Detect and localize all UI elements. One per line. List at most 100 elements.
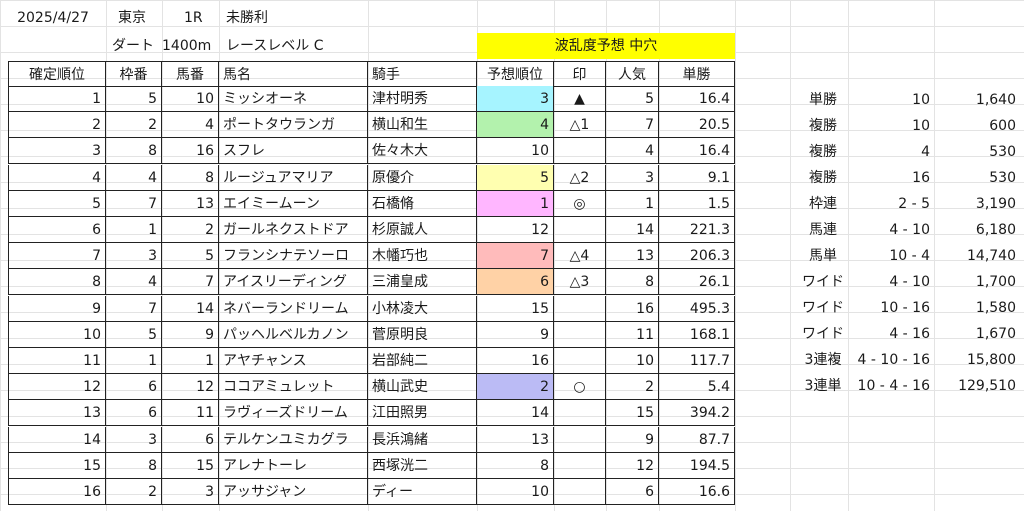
horse-name-cell: アイスリーディング xyxy=(219,269,368,296)
rank-cell: 10 xyxy=(8,321,106,348)
payout-type: 馬連 xyxy=(809,222,837,238)
column-header-umaban: 馬番 xyxy=(162,61,219,87)
payout-type: 複勝 xyxy=(809,144,837,160)
waku-cell: 7 xyxy=(106,295,162,322)
popularity-cell: 14 xyxy=(606,217,659,243)
jockey-cell: ディー xyxy=(368,479,477,505)
predicted-rank-cell: 13 xyxy=(477,426,554,453)
popularity-cell: 9 xyxy=(606,426,659,453)
payout-combination: 4 - 16 xyxy=(889,326,930,342)
race-date: 2025/4/27 xyxy=(17,10,89,26)
mark-cell xyxy=(554,400,606,427)
predicted-rank-cell: 10 xyxy=(477,138,554,165)
waku-cell: 5 xyxy=(106,321,162,348)
odds-cell: 117.7 xyxy=(659,348,735,374)
payout-amount: 530 xyxy=(989,170,1016,186)
umaban-cell: 16 xyxy=(162,138,219,165)
rank-cell: 2 xyxy=(8,112,106,139)
payout-type: ワイド xyxy=(802,274,844,290)
waku-cell: 4 xyxy=(106,269,162,296)
predicted-rank-cell: 5 xyxy=(477,164,554,191)
jockey-cell: 横山武史 xyxy=(368,374,477,401)
predicted-rank-cell: 4 xyxy=(477,112,554,139)
payout-amount: 1,580 xyxy=(975,300,1016,316)
rank-cell: 13 xyxy=(8,400,106,427)
popularity-cell: 10 xyxy=(606,348,659,374)
rank-cell: 7 xyxy=(8,243,106,270)
umaban-cell: 14 xyxy=(162,295,219,322)
race-venue: 東京 xyxy=(118,10,146,26)
mark-cell: △1 xyxy=(554,112,606,139)
waku-cell: 8 xyxy=(106,452,162,479)
payout-combination: 16 xyxy=(912,170,930,186)
payout-combination: 10 - 4 xyxy=(889,248,930,264)
predicted-rank-cell: 12 xyxy=(477,217,554,243)
predicted-rank-cell: 16 xyxy=(477,348,554,374)
chaos-forecast-label: 波乱度予想 中穴 xyxy=(477,33,735,59)
umaban-cell: 12 xyxy=(162,374,219,401)
horse-name-cell: フランシナテソーロ xyxy=(219,243,368,270)
jockey-cell: 佐々木大 xyxy=(368,138,477,165)
predicted-rank-cell: 15 xyxy=(477,295,554,322)
grid-column-line xyxy=(554,0,555,511)
rank-cell: 8 xyxy=(8,269,106,296)
column-header-odds: 単勝 xyxy=(659,61,735,87)
horse-name-cell: ネバーランドリーム xyxy=(219,295,368,322)
umaban-cell: 5 xyxy=(162,243,219,270)
payout-combination: 4 - 10 xyxy=(889,222,930,238)
grid-column-line xyxy=(790,0,791,511)
payout-amount: 530 xyxy=(989,144,1016,160)
mark-cell xyxy=(554,295,606,322)
waku-cell: 2 xyxy=(106,479,162,505)
payout-amount: 3,190 xyxy=(975,196,1016,212)
rank-cell: 4 xyxy=(8,164,106,191)
jockey-cell: 小林凌大 xyxy=(368,295,477,322)
odds-cell: 194.5 xyxy=(659,452,735,479)
umaban-cell: 3 xyxy=(162,479,219,505)
race-surface: ダート xyxy=(112,38,154,54)
payout-type: 3連複 xyxy=(804,352,842,368)
predicted-rank-cell: 8 xyxy=(477,452,554,479)
rank-cell: 15 xyxy=(8,452,106,479)
grid-column-line xyxy=(735,0,736,511)
waku-cell: 6 xyxy=(106,400,162,427)
payout-type: 複勝 xyxy=(809,118,837,134)
payout-type: 単勝 xyxy=(809,92,837,108)
horse-name-cell: ポートタウランガ xyxy=(219,112,368,139)
umaban-cell: 4 xyxy=(162,112,219,139)
horse-name-cell: スフレ xyxy=(219,138,368,165)
rank-cell: 3 xyxy=(8,138,106,165)
horse-name-cell: テルケンユミカグラ xyxy=(219,426,368,453)
jockey-cell: 岩部純二 xyxy=(368,348,477,374)
popularity-cell: 15 xyxy=(606,400,659,427)
horse-name-cell: アッサジャン xyxy=(219,479,368,505)
payout-amount: 14,740 xyxy=(967,248,1016,264)
umaban-cell: 10 xyxy=(162,86,219,112)
popularity-cell: 3 xyxy=(606,164,659,191)
predicted-rank-cell: 6 xyxy=(477,269,554,296)
jockey-cell: 木幡巧也 xyxy=(368,243,477,270)
race-number: 1R xyxy=(184,10,203,26)
jockey-cell: 菅原明良 xyxy=(368,321,477,348)
payout-amount: 1,700 xyxy=(975,274,1016,290)
rank-cell: 1 xyxy=(8,86,106,112)
grid-column-line xyxy=(659,0,660,511)
grid-column-line xyxy=(606,0,607,511)
umaban-cell: 7 xyxy=(162,269,219,296)
umaban-cell: 2 xyxy=(162,217,219,243)
grid-column-line xyxy=(368,0,369,511)
payout-combination: 4 xyxy=(921,144,930,160)
popularity-cell: 8 xyxy=(606,269,659,296)
rank-cell: 11 xyxy=(8,348,106,374)
payout-amount: 15,800 xyxy=(967,352,1016,368)
race-level: レースレベル C xyxy=(226,38,324,54)
horse-name-cell: ガールネクストドア xyxy=(219,217,368,243)
odds-cell: 495.3 xyxy=(659,295,735,322)
predicted-rank-cell: 7 xyxy=(477,243,554,270)
jockey-cell: 西塚洸二 xyxy=(368,452,477,479)
payout-combination: 4 - 10 - 16 xyxy=(857,352,930,368)
mark-cell xyxy=(554,426,606,453)
popularity-cell: 2 xyxy=(606,374,659,401)
odds-cell: 26.1 xyxy=(659,269,735,296)
